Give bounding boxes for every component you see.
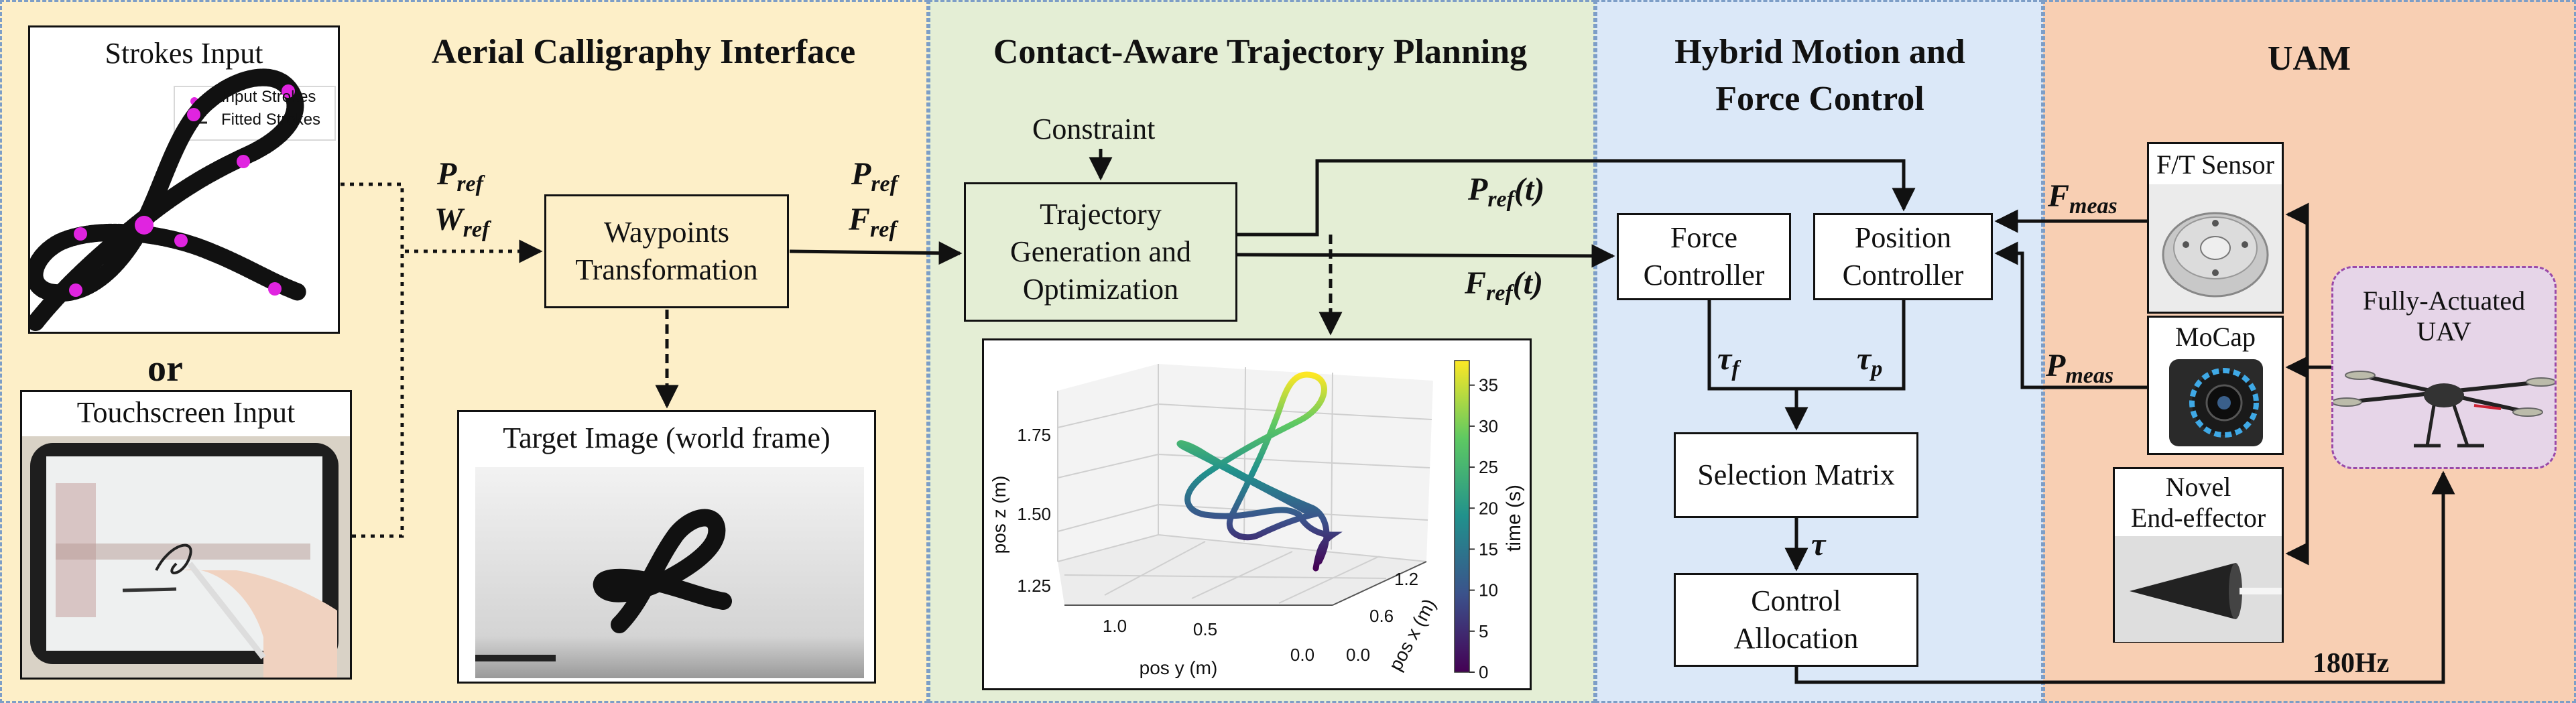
- fref-t-label: Fref(t): [1465, 265, 1543, 306]
- control-allocation-box: Control Allocation: [1674, 573, 1918, 667]
- control-allocation-line2: Allocation: [1733, 622, 1859, 655]
- end-effector-line2: End-effector: [2130, 503, 2266, 533]
- colorbar-tick-label: 35: [1479, 375, 1498, 395]
- colorbar-tick-label: 25: [1479, 457, 1498, 477]
- mocap-card: MoCap: [2147, 316, 2284, 455]
- position-controller-box: Position Controller: [1813, 213, 1993, 300]
- rate-label: 180Hz: [2313, 648, 2390, 679]
- waypoints-line1: Waypoints: [603, 216, 730, 249]
- input-stroke-points: [69, 84, 295, 297]
- pmeas-label: Pmeas: [2046, 348, 2114, 388]
- tauf-label: τf: [1717, 341, 1739, 381]
- target-image-card: Target Image (world frame): [457, 410, 876, 684]
- y-tick-1: 1.0: [1103, 616, 1127, 636]
- force-controller-line2: Controller: [1643, 259, 1765, 292]
- fitted-stroke-figure: [30, 68, 307, 331]
- uav-photo: [2333, 371, 2555, 448]
- ft-sensor-photo: [2149, 184, 2282, 312]
- strokes-input-title: Strokes Input: [105, 37, 263, 70]
- y-axis-label: pos y (m): [1140, 657, 1218, 678]
- fref-label: Fref: [849, 202, 897, 242]
- fitted-strokes-legend-label: Fitted Strokes: [221, 111, 321, 129]
- position-controller-line2: Controller: [1842, 259, 1964, 292]
- position-controller-line1: Position: [1854, 221, 1952, 254]
- touchscreen-input-title: Touchscreen Input: [76, 396, 296, 429]
- x-tick-3: 1.2: [1394, 569, 1418, 589]
- colorbar-tick-label: 30: [1479, 416, 1498, 436]
- waypoints-line2: Transformation: [575, 253, 758, 286]
- interface-title: Aerial Calligraphy Interface: [431, 33, 856, 71]
- z-axis-label: pos z (m): [989, 476, 1009, 554]
- force-controller-line1: Force: [1670, 221, 1738, 254]
- trajectory-line3: Optimization: [1022, 273, 1179, 306]
- x-tick-2: 0.6: [1369, 606, 1394, 626]
- y-tick-2: 0.5: [1193, 619, 1217, 639]
- x-tick-1: 0.0: [1346, 645, 1370, 665]
- colorbar-tick-label: 5: [1479, 621, 1488, 641]
- waypoints-transformation-box: Waypoints Transformation: [544, 194, 789, 308]
- ft-sensor-card: F/T Sensor: [2147, 142, 2284, 314]
- z-tick-1: 1.75: [1017, 425, 1051, 445]
- planning-title: Contact-Aware Trajectory Planning: [993, 33, 1528, 71]
- tau-label: τ: [1811, 527, 1826, 562]
- pref-label: Pref: [437, 156, 483, 196]
- strokes-input-card: Strokes Input: [28, 25, 340, 334]
- trajectory-line1: Trajectory: [1040, 198, 1162, 231]
- target-image-photo: [475, 467, 864, 678]
- touchscreen-input-card: Touchscreen Input: [20, 390, 352, 680]
- touchscreen-photo: [22, 436, 350, 678]
- trajectory-3d-plot-card: 0 5 10 15 20 25 30 35 time (s) 1.75 1.50 1.25 p…: [982, 338, 1532, 690]
- uav-line1: Fully-Actuated: [2362, 285, 2526, 316]
- mocap-label: MoCap: [2175, 322, 2256, 352]
- trajectory-3d-plot: 0 5 10 15 20 25 30 35 time (s) 1.75 1.50 1.25 p…: [989, 360, 1525, 682]
- control-title-line2: Force Control: [1715, 80, 1924, 118]
- control-allocation-line1: Control: [1751, 584, 1841, 617]
- colorbar-tick-label: 20: [1479, 498, 1498, 518]
- colorbar: [1454, 360, 1470, 673]
- uav-line2: UAV: [2416, 316, 2471, 346]
- uam-title: UAM: [2267, 40, 2351, 78]
- written-figure: [593, 509, 732, 633]
- wref-label: Wref: [434, 202, 490, 242]
- end-effector-line1: Novel: [2165, 472, 2231, 502]
- selection-matrix-label: Selection Matrix: [1697, 458, 1895, 491]
- pref-label-2: Pref: [851, 156, 898, 196]
- y-tick-3: 0.0: [1290, 645, 1314, 665]
- colorbar-tick-label: 15: [1479, 539, 1498, 559]
- constraint-label: Constraint: [1032, 113, 1156, 145]
- end-effector-photo: [2115, 536, 2282, 642]
- colorbar-tick-label: 10: [1479, 580, 1498, 600]
- z-tick-3: 1.25: [1017, 576, 1051, 596]
- or-label: or: [147, 348, 183, 389]
- uav-box: Fully-Actuated UAV: [2331, 266, 2557, 469]
- fmeas-label: Fmeas: [2048, 178, 2118, 218]
- taup-label: τp: [1857, 341, 1883, 381]
- colorbar-tick-label: 0: [1479, 662, 1488, 682]
- mocap-camera-photo: [2149, 353, 2282, 453]
- trajectory-curve: [1176, 371, 1343, 572]
- trajectory-line2: Generation and: [1010, 235, 1191, 268]
- trajectory-generation-box: Trajectory Generation and Optimization: [964, 182, 1237, 322]
- strokes-plot: [30, 68, 336, 331]
- selection-matrix-box: Selection Matrix: [1674, 432, 1918, 518]
- target-image-title: Target Image (world frame): [503, 422, 831, 454]
- end-effector-card: Novel End-effector: [2113, 467, 2284, 643]
- colorbar-label: time (s): [1503, 485, 1525, 552]
- z-tick-2: 1.50: [1017, 504, 1051, 524]
- force-controller-box: Force Controller: [1617, 213, 1791, 300]
- input-strokes-legend-label: Input Strokes: [221, 88, 316, 106]
- ft-sensor-label: F/T Sensor: [2156, 149, 2274, 180]
- pref-t-label: Pref(t): [1468, 172, 1545, 212]
- control-title-line1: Hybrid Motion and: [1674, 33, 1965, 71]
